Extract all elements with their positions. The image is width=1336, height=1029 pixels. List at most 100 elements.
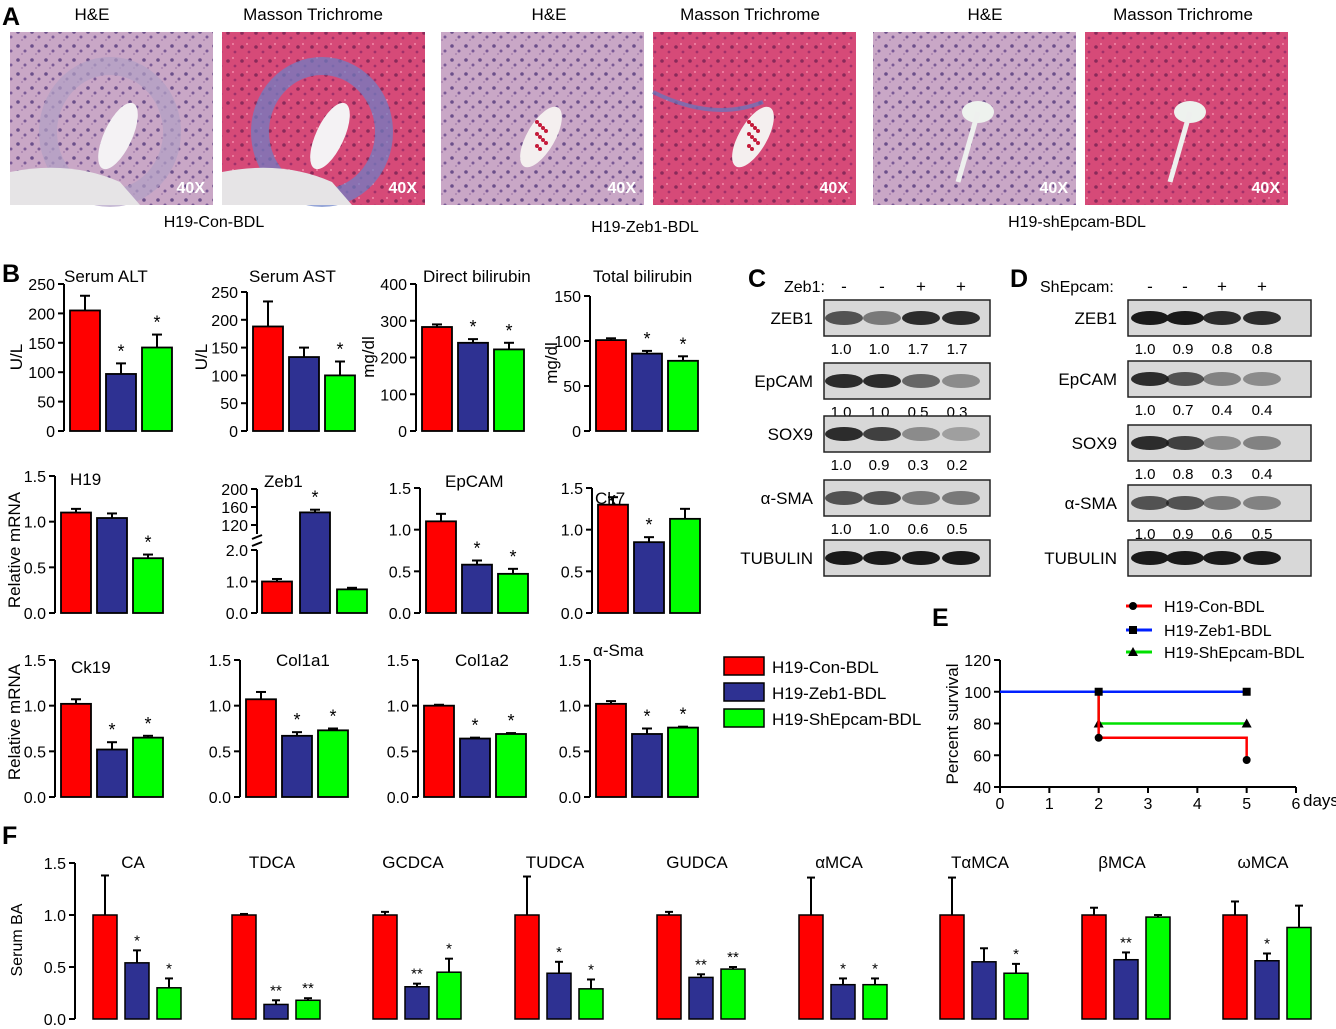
bar-h19-con-bdl — [595, 339, 627, 432]
protein-band — [825, 551, 863, 565]
data-point — [1242, 756, 1251, 765]
bar-h19-shepcam-bdl — [436, 971, 462, 1020]
legend-marker — [1129, 626, 1137, 634]
chart-title: Serum ALT — [64, 267, 148, 286]
bar-h19-zeb1-bdl — [546, 972, 572, 1020]
legend-marker — [1128, 647, 1138, 656]
y-tick-label: 0.5 — [387, 744, 409, 761]
y-tick-label: 1.5 — [209, 653, 231, 670]
axis-break-mark — [251, 541, 263, 547]
y-tick-label: 0.0 — [24, 606, 46, 623]
significance-marker: * — [505, 321, 512, 341]
protein-band — [1131, 311, 1169, 325]
y-tick-label: 150 — [211, 341, 238, 358]
data-point — [1094, 733, 1103, 742]
y-tick-label: 1.5 — [561, 481, 583, 498]
red-blood-cell — [538, 123, 542, 127]
bar-chart-8: 0.0 0.5 1.0 1.5 * Ck7 — [561, 481, 701, 623]
y-tick-label: 150 — [28, 336, 55, 353]
y-tick-label: 2.0 — [226, 543, 248, 560]
y-tick-label: 1.0 — [209, 699, 231, 716]
protein-band — [825, 374, 863, 388]
protein-band — [825, 427, 863, 441]
band-density-value: 0.3 — [908, 457, 929, 474]
significance-marker: * — [166, 960, 172, 977]
bar-h19-zeb1-bdl — [631, 352, 663, 432]
y-axis-label: Relative mRNA — [5, 663, 24, 780]
bar-h19-con-bdl — [252, 325, 284, 432]
bar-h19-con-bdl — [245, 698, 277, 798]
significance-marker: ** — [270, 982, 282, 999]
y-tick-label: 120 — [221, 518, 248, 535]
band-density-value: 0.7 — [1173, 402, 1194, 419]
bar-h19-con-bdl — [69, 309, 101, 432]
y-tick-label: 0.5 — [389, 564, 411, 581]
bar-chart-4: 0 50 100 150 * * Total bilirubin mg/dl — [542, 267, 699, 441]
bar-h19-shepcam-bdl — [1145, 916, 1171, 1020]
red-blood-cell — [753, 138, 757, 142]
protein-band — [863, 491, 901, 505]
legend-label: H19-ShEpcam-BDL — [1164, 645, 1305, 662]
chart-title: H19 — [70, 470, 101, 489]
y-tick-label: 0 — [572, 424, 581, 441]
legend-label: H19-Zeb1-BDL — [772, 684, 886, 703]
panel-letter-a: A — [2, 3, 20, 31]
collagen-fiber — [652, 90, 764, 112]
y-tick-label: 100 — [964, 685, 991, 702]
red-blood-cell — [747, 144, 751, 148]
data-point — [1094, 687, 1103, 696]
bar-h19-zeb1-bdl — [404, 986, 430, 1020]
band-density-value: 0.4 — [1252, 466, 1273, 483]
significance-marker: ** — [695, 956, 707, 973]
treatment-sign: - — [879, 277, 885, 296]
protein-band — [1243, 496, 1281, 510]
protein-band — [863, 551, 901, 565]
bar-h19-shepcam-bdl — [132, 557, 164, 614]
y-tick-label: 200 — [211, 313, 238, 330]
blot-row-label: SOX9 — [1072, 434, 1117, 453]
y-tick-label: 0.0 — [559, 790, 581, 807]
protein-band — [1203, 436, 1241, 450]
bar-h19-con-bdl — [798, 914, 824, 1020]
significance-marker: * — [336, 340, 343, 360]
y-tick-label: 0.0 — [209, 790, 231, 807]
bar-h19-con-bdl — [597, 503, 629, 614]
legend-swatch — [723, 708, 765, 728]
red-blood-cell — [535, 144, 539, 148]
x-tick-label: 0 — [996, 796, 1005, 813]
bar-h19-zeb1-bdl — [631, 733, 663, 798]
treatment-sign: + — [1217, 277, 1227, 296]
protein-band — [1166, 372, 1204, 386]
significance-marker: * — [679, 705, 686, 725]
significance-marker: ** — [727, 949, 739, 966]
bar-h19-con-bdl — [514, 914, 540, 1020]
red-blood-cell — [753, 126, 757, 130]
y-tick-label: 1.5 — [44, 856, 66, 873]
y-tick-label: 150 — [554, 289, 581, 306]
bar-h19-con-bdl — [231, 914, 257, 1020]
treatment-sign: + — [956, 277, 966, 296]
y-tick-label: 100 — [380, 387, 407, 404]
significance-marker: * — [144, 533, 151, 553]
significance-marker: * — [473, 539, 480, 559]
red-blood-cell — [544, 141, 548, 145]
significance-marker: * — [471, 716, 478, 736]
panel-letter-c: C — [748, 265, 766, 293]
bar-h19-zeb1-bdl — [633, 541, 665, 614]
y-tick-label: 1.0 — [561, 523, 583, 540]
bar-h19-shepcam-bdl — [578, 988, 604, 1020]
significance-marker: ** — [411, 966, 423, 983]
x-tick-label: 4 — [1193, 796, 1202, 813]
blot-row-label: α-SMA — [761, 489, 814, 508]
bar-h19-zeb1-bdl — [281, 734, 313, 798]
red-blood-cell — [747, 132, 751, 136]
significance-marker: * — [446, 941, 452, 958]
legend-label: H19-Con-BDL — [772, 658, 879, 677]
stain-label: H&E — [75, 5, 110, 24]
legend-swatch — [723, 656, 765, 676]
protein-band — [1131, 496, 1169, 510]
x-tick-label: 6 — [1292, 796, 1301, 813]
y-tick-label: 0.0 — [387, 790, 409, 807]
protein-band — [1166, 551, 1204, 565]
protein-band — [1243, 372, 1281, 386]
